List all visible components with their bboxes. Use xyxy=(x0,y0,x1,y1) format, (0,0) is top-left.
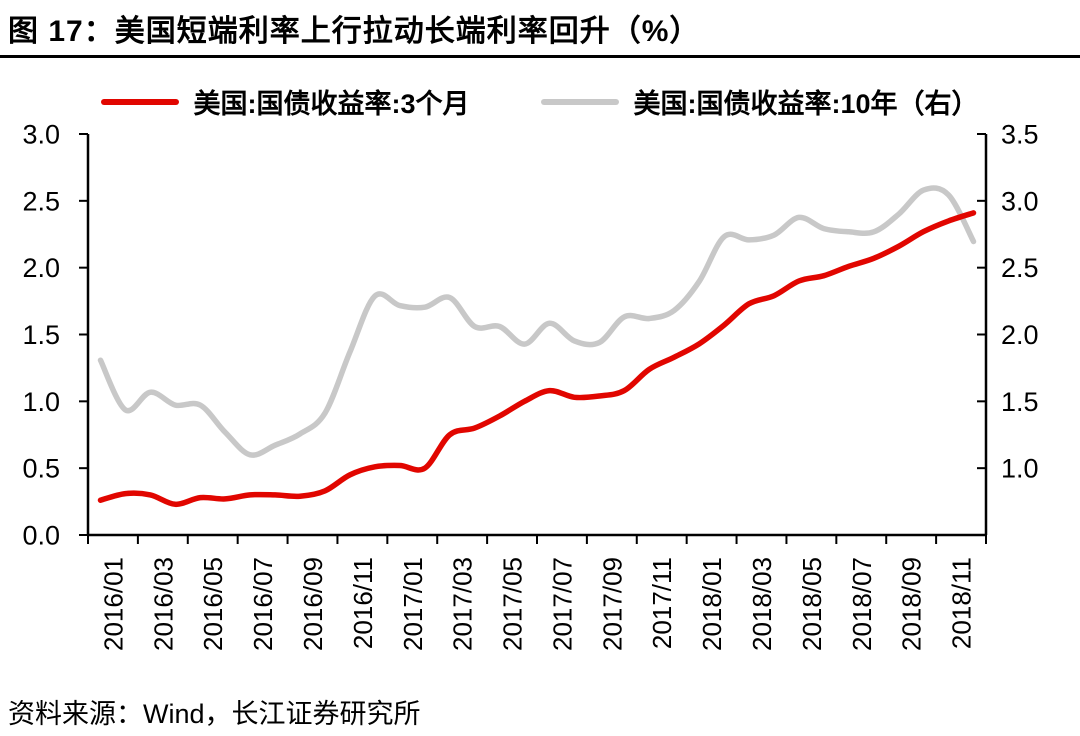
title-divider xyxy=(0,55,1080,58)
legend-label-3m: 美国:国债收益率:3个月 xyxy=(193,89,470,119)
left-axis-tick-label: 3.0 xyxy=(22,120,60,150)
x-axis-tick-label: 2016/11 xyxy=(348,557,378,649)
left-axis-tick-label: 1.0 xyxy=(22,387,60,417)
left-axis-tick-label: 1.5 xyxy=(22,320,60,350)
x-axis-tick-label: 2018/09 xyxy=(897,557,927,651)
right-axis-tick-label: 1.0 xyxy=(1001,454,1039,484)
x-axis-tick-label: 2016/09 xyxy=(298,557,328,651)
legend-label-10y: 美国:国债收益率:10年（右） xyxy=(633,89,979,119)
source-note: 资料来源：Wind，长江证券研究所 xyxy=(8,699,421,729)
right-axis-tick-label: 3.5 xyxy=(1001,120,1039,150)
series-line-3m xyxy=(97,210,977,508)
right-axis-tick-label: 1.5 xyxy=(1001,387,1039,417)
right-axis-tick-label: 2.0 xyxy=(1001,320,1039,350)
x-axis-tick-label: 2018/01 xyxy=(697,557,727,651)
x-axis-tick-label: 2016/01 xyxy=(98,557,128,651)
x-axis-tick-label: 2016/03 xyxy=(148,557,178,651)
x-axis-tick-label: 2017/09 xyxy=(597,557,627,651)
x-axis-tick-label: 2018/03 xyxy=(747,557,777,651)
x-axis-tick-label: 2017/01 xyxy=(398,557,428,651)
left-axis-tick-label: 0.0 xyxy=(22,521,60,551)
series-line-10y xyxy=(97,185,977,458)
chart-title: 图 17：美国短端利率上行拉动长端利率回升（%） xyxy=(8,15,701,48)
x-axis-tick-label: 2016/05 xyxy=(198,557,228,651)
x-axis-tick-label: 2017/11 xyxy=(647,557,677,649)
x-axis-tick-label: 2017/03 xyxy=(448,557,478,651)
legend-item-10y: 美国:国债收益率:10年（右） xyxy=(541,82,979,121)
x-axis-tick-label: 2017/05 xyxy=(498,557,528,651)
left-axis-tick-label: 0.5 xyxy=(22,454,60,484)
right-axis-tick-label: 3.0 xyxy=(1001,186,1039,216)
x-axis-tick-label: 2017/07 xyxy=(547,557,577,651)
x-axis-tick-label: 2018/07 xyxy=(847,557,877,651)
right-axis-tick-label: 2.5 xyxy=(1001,253,1039,283)
legend-swatch-3m xyxy=(101,98,180,105)
legend-swatch-10y xyxy=(541,98,620,105)
legend-item-3m: 美国:国债收益率:3个月 xyxy=(101,82,469,121)
legend: 美国:国债收益率:3个月 美国:国债收益率:10年（右） xyxy=(0,82,1080,121)
left-axis-tick-label: 2.0 xyxy=(22,253,60,283)
x-axis-tick-label: 2018/05 xyxy=(797,557,827,651)
x-axis-tick-label: 2018/11 xyxy=(947,557,977,649)
left-axis-tick-label: 2.5 xyxy=(22,186,60,216)
x-axis-tick-label: 2016/07 xyxy=(248,557,278,651)
